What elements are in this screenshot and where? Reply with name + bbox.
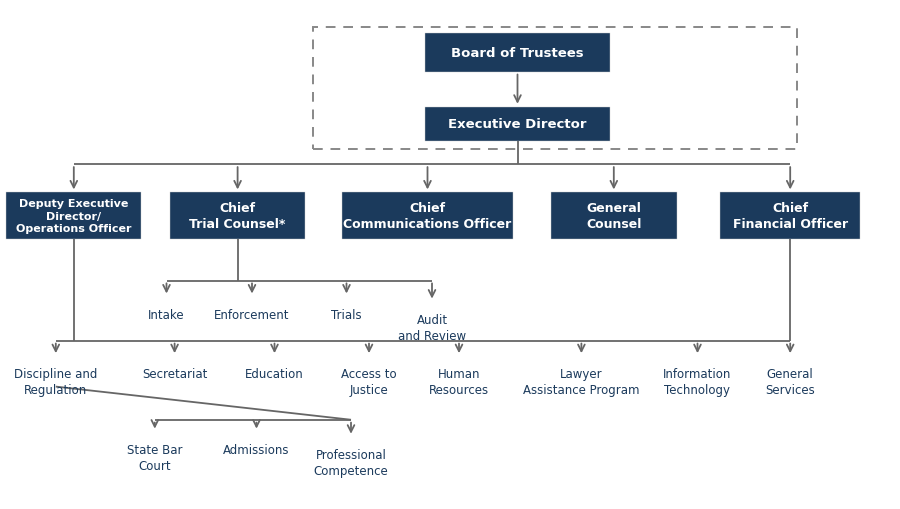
Text: General
Counsel: General Counsel xyxy=(586,202,642,231)
Text: Executive Director: Executive Director xyxy=(448,118,587,131)
Bar xyxy=(313,28,796,150)
FancyBboxPatch shape xyxy=(170,193,305,240)
FancyBboxPatch shape xyxy=(721,193,860,240)
Text: Chief
Financial Officer: Chief Financial Officer xyxy=(733,202,848,231)
Text: Board of Trustees: Board of Trustees xyxy=(451,47,584,60)
FancyBboxPatch shape xyxy=(425,107,610,142)
Text: General
Services: General Services xyxy=(765,367,815,397)
Text: Lawyer
Assistance Program: Lawyer Assistance Program xyxy=(523,367,640,397)
Text: Secretariat: Secretariat xyxy=(142,367,207,380)
Text: Discipline and
Regulation: Discipline and Regulation xyxy=(14,367,97,397)
Text: Intake: Intake xyxy=(148,308,184,321)
Text: Education: Education xyxy=(245,367,304,380)
Text: Admissions: Admissions xyxy=(223,443,290,456)
FancyBboxPatch shape xyxy=(6,193,141,240)
FancyBboxPatch shape xyxy=(551,193,677,240)
Text: Access to
Justice: Access to Justice xyxy=(341,367,397,397)
Text: Audit
and Review: Audit and Review xyxy=(398,313,466,342)
Text: Enforcement: Enforcement xyxy=(214,308,290,321)
Text: Chief
Communications Officer: Chief Communications Officer xyxy=(344,202,511,231)
FancyBboxPatch shape xyxy=(425,34,610,72)
Text: Information
Technology: Information Technology xyxy=(663,367,732,397)
Text: Chief
Trial Counsel*: Chief Trial Counsel* xyxy=(189,202,286,231)
Text: Deputy Executive
Director/
Operations Officer: Deputy Executive Director/ Operations Of… xyxy=(16,199,131,234)
Text: Trials: Trials xyxy=(331,308,362,321)
Text: Human
Resources: Human Resources xyxy=(429,367,489,397)
Text: State Bar
Court: State Bar Court xyxy=(127,443,183,472)
FancyBboxPatch shape xyxy=(342,193,513,240)
Text: Professional
Competence: Professional Competence xyxy=(313,448,389,477)
